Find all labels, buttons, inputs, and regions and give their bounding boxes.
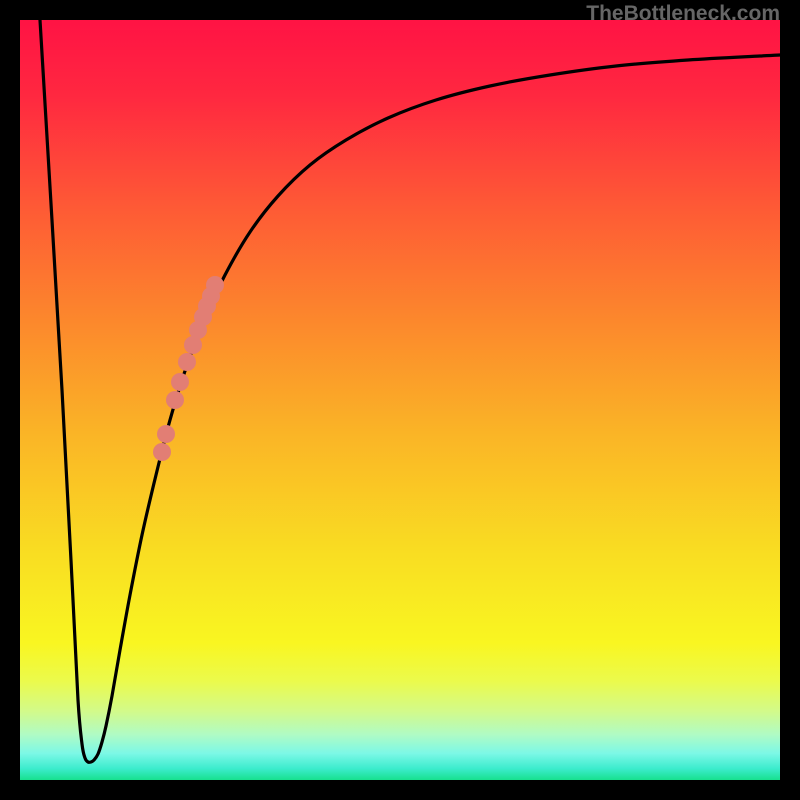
data-marker [206,276,224,294]
bottleneck-chart-root: { "watermark": "TheBottleneck.com", "cha… [0,0,800,800]
plot-area [20,20,780,780]
chart-svg [20,20,780,780]
chart-background [20,20,780,780]
data-marker [157,425,175,443]
data-marker [166,391,184,409]
watermark-text: TheBottleneck.com [586,2,780,26]
data-marker [153,443,171,461]
data-marker [171,373,189,391]
data-marker [178,353,196,371]
